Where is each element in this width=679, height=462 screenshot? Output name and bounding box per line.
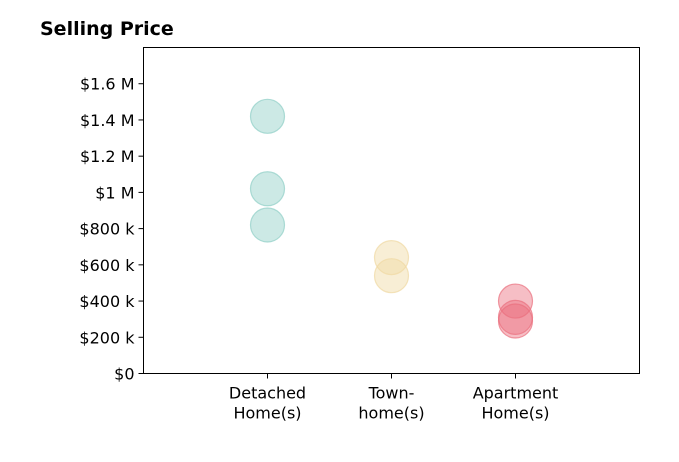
data-point	[249, 207, 286, 243]
chart-title: Selling Price	[40, 18, 174, 40]
y-tick-label: $0	[114, 365, 134, 384]
y-tick-label: $200 k	[79, 328, 135, 347]
y-tick-label: $400 k	[79, 292, 135, 311]
data-point	[249, 171, 286, 207]
y-tick-label: $1 M	[95, 183, 134, 202]
data-point	[249, 98, 286, 134]
x-tick-label: Home(s)	[233, 404, 301, 423]
y-tick-label: $1.6 M	[80, 75, 135, 94]
data-point	[373, 258, 410, 294]
data-point	[373, 239, 410, 276]
x-tick-label: Town-	[368, 384, 415, 403]
y-tick-label: $600 k	[79, 256, 135, 275]
data-point	[497, 303, 534, 339]
x-tick-label: Home(s)	[481, 404, 549, 423]
data-points	[249, 98, 534, 339]
y-tick-label: $800 k	[79, 220, 135, 239]
y-tick-label: $1.2 M	[80, 147, 135, 166]
data-point	[497, 283, 534, 319]
y-tick-label: $1.4 M	[80, 111, 135, 130]
x-axis: DetachedHome(s)Town-home(s)ApartmentHome…	[229, 373, 559, 423]
x-tick-label: Apartment	[473, 384, 559, 403]
x-tick-label: Detached	[229, 384, 306, 403]
y-axis: $0 $200 k $400 k $600 k $800 k $1 M $1.2 M $1.4…	[79, 75, 144, 384]
plot-frame	[143, 47, 640, 374]
x-tick-label: home(s)	[358, 404, 424, 423]
